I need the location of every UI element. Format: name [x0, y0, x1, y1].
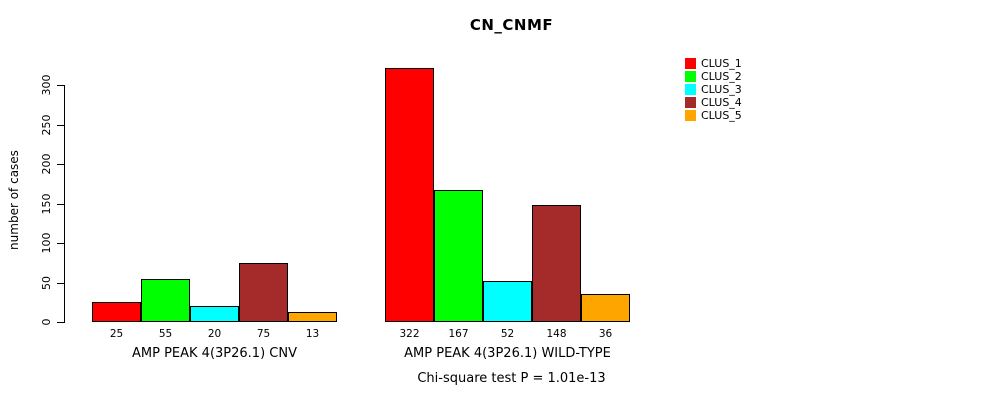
legend-label: CLUS_3 [701, 83, 742, 96]
y-axis-line [64, 85, 65, 323]
bar-value-label: 25 [109, 328, 124, 340]
legend-swatch [685, 71, 696, 82]
y-tick-label: 50 [40, 276, 53, 290]
bar-clus_2 [434, 190, 483, 322]
bar-clus_1 [385, 68, 434, 322]
chart-title: CN_CNMF [469, 16, 554, 34]
bar-value-label: 52 [500, 328, 515, 340]
y-tick [57, 204, 64, 205]
bar-clus_5 [581, 294, 630, 322]
y-tick-label: 0 [40, 318, 53, 326]
bar-value-label: 55 [158, 328, 173, 340]
legend-swatch [685, 110, 696, 121]
legend-item: CLUS_5 [685, 109, 742, 122]
legend: CLUS_1 CLUS_2 CLUS_3 CLUS_4 CLUS_5 [685, 57, 742, 122]
bar-value-label: 13 [305, 328, 320, 340]
group-label: AMP PEAK 4(3P26.1) CNV [132, 346, 297, 361]
legend-swatch [685, 97, 696, 108]
y-tick-label: 100 [40, 232, 53, 254]
bar-clus_3 [190, 306, 239, 322]
legend-label: CLUS_1 [701, 57, 742, 70]
bar-value-label: 75 [256, 328, 271, 340]
legend-item: CLUS_4 [685, 96, 742, 109]
group-label: AMP PEAK 4(3P26.1) WILD-TYPE [404, 346, 611, 361]
bar-clus_2 [141, 279, 190, 322]
y-tick [57, 85, 64, 86]
y-tick [57, 283, 64, 284]
y-tick-label: 200 [40, 153, 53, 175]
legend-item: CLUS_3 [685, 83, 742, 96]
bar-clus_3 [483, 281, 532, 322]
bar-clus_5 [288, 312, 337, 322]
y-tick-label: 250 [40, 114, 53, 136]
bar-clus_1 [92, 302, 141, 322]
y-tick-label: 150 [40, 193, 53, 215]
legend-swatch [685, 58, 696, 69]
legend-swatch [685, 84, 696, 95]
bar-value-label: 20 [207, 328, 222, 340]
bar-clus_4 [532, 205, 581, 322]
legend-label: CLUS_5 [701, 109, 742, 122]
bar-value-label: 148 [546, 328, 567, 340]
y-tick [57, 243, 64, 244]
y-tick [57, 164, 64, 165]
y-tick [57, 125, 64, 126]
y-tick [57, 322, 64, 323]
legend-label: CLUS_2 [701, 70, 742, 83]
bar-value-label: 36 [598, 328, 613, 340]
legend-item: CLUS_1 [685, 57, 742, 70]
y-tick-label: 300 [40, 74, 53, 96]
bar-value-label: 167 [448, 328, 469, 340]
legend-item: CLUS_2 [685, 70, 742, 83]
legend-label: CLUS_4 [701, 96, 742, 109]
bar-clus_4 [239, 263, 288, 322]
bar-value-label: 322 [399, 328, 420, 340]
chi-square-note: Chi-square test P = 1.01e-13 [417, 371, 606, 386]
